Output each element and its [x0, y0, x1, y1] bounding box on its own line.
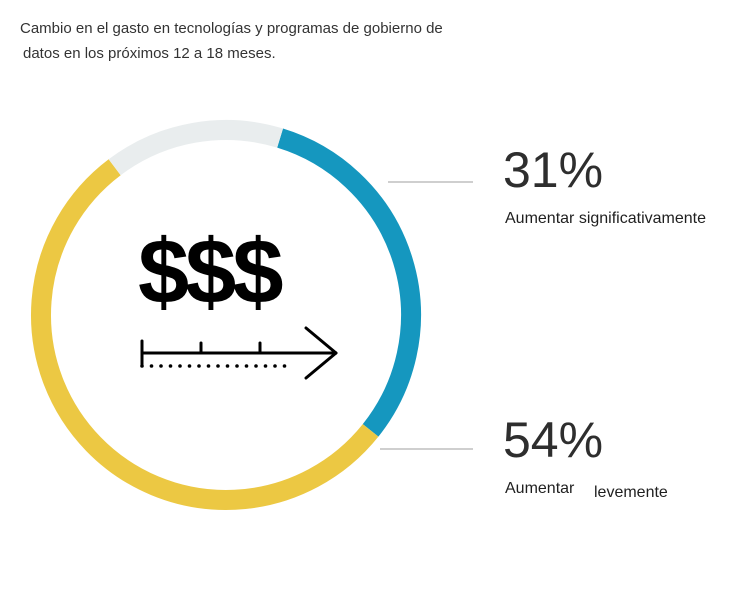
chart-title-line-2: datos en los próximos 12 a 18 meses.	[23, 45, 276, 62]
dollar-signs-icon: $$$	[138, 221, 283, 323]
timeline-arrow-icon	[140, 326, 338, 380]
timeline-dot	[254, 364, 258, 368]
timeline-dot	[206, 364, 211, 368]
timeline-dot	[263, 364, 268, 368]
donut-slice-2	[108, 120, 284, 176]
timeline-dot	[197, 364, 201, 368]
donut-slice-1	[31, 159, 379, 510]
slice-value-label: 54%	[503, 412, 604, 468]
slice-category-label: levemente	[594, 484, 668, 501]
leader-lines	[380, 181, 473, 450]
timeline-arrowhead	[304, 326, 338, 355]
timeline-dot	[178, 364, 182, 368]
timeline-dot	[168, 364, 173, 368]
donut-slices	[31, 120, 421, 510]
timeline-dot	[273, 364, 277, 368]
slice-category-label: Aumentar	[505, 480, 575, 497]
timeline-dot	[244, 364, 249, 368]
timeline-arrowhead	[304, 351, 338, 380]
timeline-dot	[235, 364, 239, 368]
timeline-dot	[216, 364, 220, 368]
chart-title: Cambio en el gasto en tecnologías y prog…	[20, 16, 520, 66]
timeline-dot	[225, 364, 230, 368]
timeline-dot	[282, 364, 287, 368]
chart-title-line-1: Cambio en el gasto en tecnologías y prog…	[20, 20, 443, 37]
timeline-dot	[140, 364, 144, 368]
slice-value-label: 31%	[503, 142, 604, 198]
slice-category-label: Aumentar significativamente	[505, 210, 706, 227]
timeline-dot	[187, 364, 192, 368]
timeline-dot	[149, 364, 154, 368]
timeline-dot	[159, 364, 163, 368]
donut-slice-0	[277, 128, 421, 437]
